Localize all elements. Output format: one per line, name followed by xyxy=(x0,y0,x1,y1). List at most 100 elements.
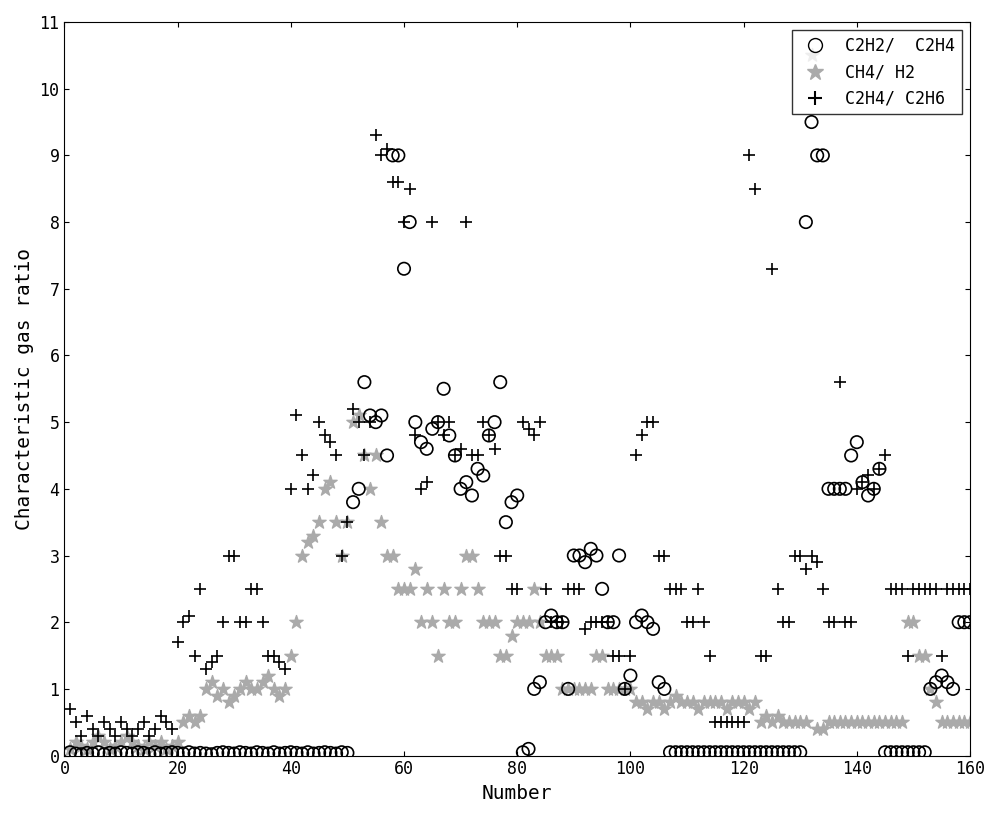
Point xyxy=(849,483,865,496)
Point xyxy=(204,656,220,669)
Point xyxy=(560,682,576,695)
Point xyxy=(826,483,842,496)
Point xyxy=(690,746,706,759)
Point xyxy=(685,695,701,708)
Point xyxy=(79,746,95,759)
Point xyxy=(837,483,853,496)
Point xyxy=(583,616,599,629)
Point xyxy=(888,746,904,759)
Point xyxy=(390,149,406,162)
Point xyxy=(119,729,135,742)
Point xyxy=(549,616,565,629)
Point xyxy=(204,676,220,689)
Point xyxy=(668,582,684,596)
Point xyxy=(787,716,803,729)
Point xyxy=(854,716,870,729)
Point xyxy=(719,716,735,729)
Point xyxy=(373,515,389,528)
Point xyxy=(764,263,780,276)
Point xyxy=(322,475,338,488)
Point xyxy=(209,746,225,759)
Point xyxy=(113,716,129,729)
Point xyxy=(453,443,469,456)
Point xyxy=(85,747,101,760)
Point xyxy=(639,416,655,429)
Point xyxy=(673,746,689,759)
Point xyxy=(487,616,503,629)
Point xyxy=(622,649,638,662)
Point xyxy=(96,748,112,761)
Point xyxy=(73,739,89,752)
Point xyxy=(504,629,520,642)
Point xyxy=(119,746,135,759)
Point xyxy=(419,582,435,596)
Point xyxy=(741,746,757,759)
Point xyxy=(651,695,667,708)
Point xyxy=(736,716,752,729)
Point xyxy=(871,462,887,475)
Point xyxy=(221,549,237,562)
Point xyxy=(939,582,955,596)
Point xyxy=(837,716,853,729)
Point xyxy=(526,682,542,695)
Point xyxy=(447,449,463,462)
Point xyxy=(656,549,672,562)
Point xyxy=(696,746,712,759)
Point xyxy=(883,716,899,729)
Point xyxy=(390,582,406,596)
Point xyxy=(747,695,763,708)
Point xyxy=(928,582,944,596)
Point xyxy=(441,429,457,442)
Point xyxy=(198,663,214,676)
Point xyxy=(594,649,610,662)
Point xyxy=(328,747,344,760)
Point xyxy=(571,582,587,596)
Point xyxy=(617,682,633,695)
Point xyxy=(724,716,740,729)
Point xyxy=(356,449,372,462)
Point xyxy=(322,746,338,759)
Point xyxy=(724,695,740,708)
Point xyxy=(328,449,344,462)
Point xyxy=(424,215,440,228)
Point xyxy=(866,483,882,496)
Point xyxy=(888,716,904,729)
Point xyxy=(871,462,887,475)
Point xyxy=(900,746,916,759)
Point xyxy=(849,436,865,449)
Point xyxy=(532,616,548,629)
Point xyxy=(458,549,474,562)
Point xyxy=(187,716,203,729)
Point xyxy=(611,649,627,662)
Point xyxy=(775,616,791,629)
Point xyxy=(509,582,525,596)
Point xyxy=(866,716,882,729)
Point xyxy=(288,616,304,629)
Point xyxy=(956,616,972,629)
Point xyxy=(402,215,418,228)
Point xyxy=(815,149,831,162)
Point xyxy=(181,709,197,722)
Point xyxy=(526,429,542,442)
Point xyxy=(79,743,95,756)
Point xyxy=(719,703,735,716)
Point xyxy=(130,739,146,752)
Point xyxy=(441,616,457,629)
Point xyxy=(396,215,412,228)
Point xyxy=(634,429,650,442)
Point xyxy=(538,582,554,596)
Point xyxy=(413,616,429,629)
Point xyxy=(753,746,769,759)
Point xyxy=(436,429,452,442)
Point xyxy=(713,716,729,729)
Point xyxy=(198,747,214,760)
Point xyxy=(939,676,955,689)
Point xyxy=(277,682,293,695)
Point xyxy=(379,549,395,562)
Point xyxy=(764,716,780,729)
Point xyxy=(860,469,876,482)
Point xyxy=(124,747,140,760)
Point xyxy=(368,128,384,142)
Point xyxy=(339,746,355,759)
Point xyxy=(832,716,848,729)
